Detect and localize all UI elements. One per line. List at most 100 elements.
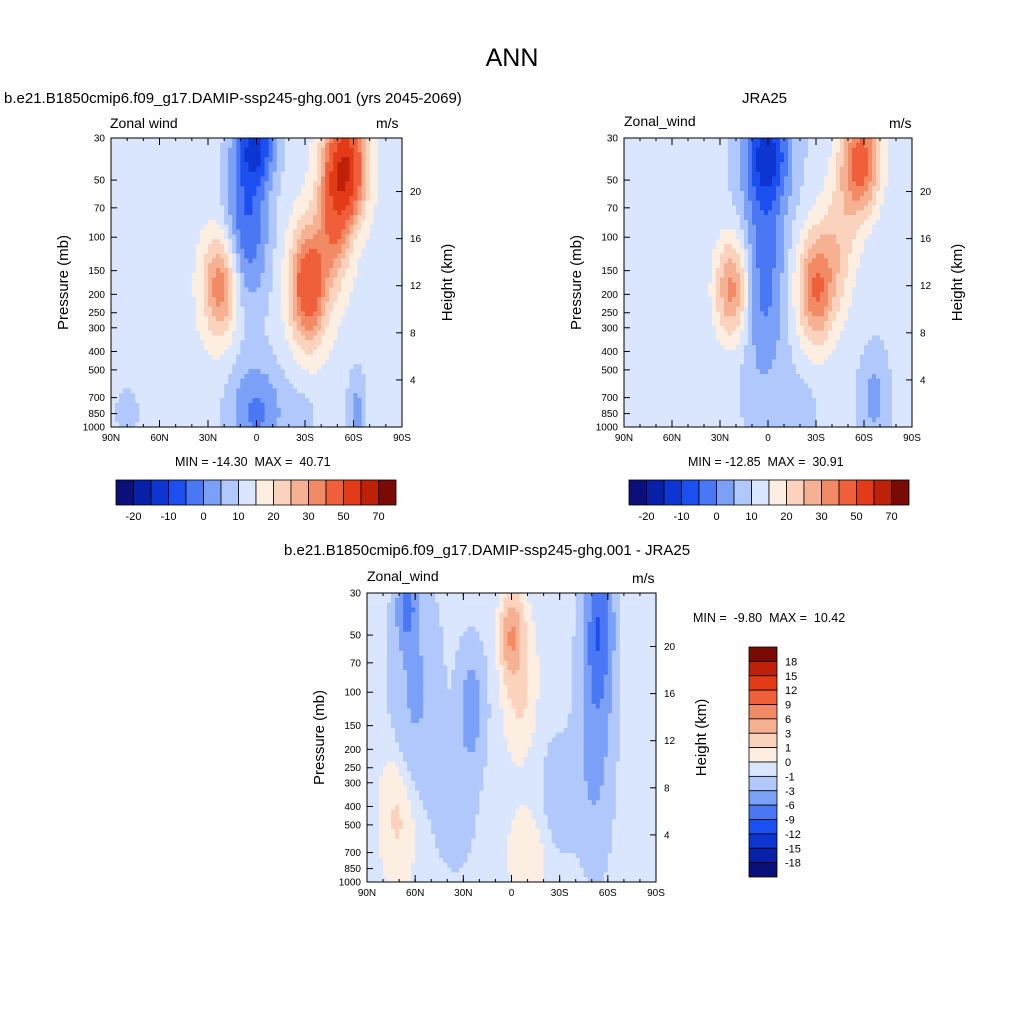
panel1-cell — [305, 369, 310, 375]
panel1-cell — [119, 345, 124, 351]
panel1-cell — [127, 195, 132, 202]
panel1-cell — [309, 277, 314, 284]
panel1-cell — [317, 330, 322, 337]
panel1-cell — [381, 258, 387, 264]
panel1-cell — [373, 354, 379, 361]
panel1-cell — [139, 383, 144, 390]
panel1-cell — [179, 383, 185, 390]
panel1-cell — [119, 398, 124, 404]
panel1-cell — [321, 219, 326, 226]
panel1-cell — [288, 181, 294, 187]
panel1-cell — [260, 142, 266, 149]
panel1-cell — [228, 190, 233, 197]
panel1-cell — [373, 330, 379, 337]
panel1-cell — [212, 359, 217, 365]
panel1-cell — [393, 369, 399, 375]
panel1-cell — [345, 282, 351, 288]
panel1-cell — [123, 224, 128, 231]
panel1-cell — [377, 171, 383, 178]
panel1-cell — [256, 364, 262, 370]
panel2-cell — [648, 292, 653, 298]
panel1-cell — [111, 138, 116, 144]
panel1-cell — [179, 316, 185, 322]
panel1-cell — [135, 364, 140, 370]
panel1-cell — [292, 243, 298, 250]
panel2-cell — [652, 383, 657, 390]
panel1-cell — [365, 219, 371, 226]
panel1-cell — [369, 383, 375, 390]
panel1-cell — [119, 296, 124, 303]
panel1-cell — [317, 374, 322, 380]
panel2-cell — [640, 272, 645, 279]
panel1-cell — [389, 311, 395, 317]
panel2-cell — [628, 152, 633, 158]
panel2-cell — [660, 190, 665, 197]
panel1-cell — [155, 176, 161, 182]
panel1-cell — [373, 200, 379, 207]
panel1-cell — [264, 181, 270, 187]
panel1-cell — [252, 402, 258, 409]
panel1-cell — [264, 243, 270, 250]
panel1-cell — [147, 422, 153, 428]
panel1-cell — [179, 407, 185, 414]
panel2-cell — [624, 393, 629, 399]
panel1-cell — [228, 224, 233, 231]
panel1-cell — [333, 171, 338, 178]
panel1-cell — [385, 378, 391, 385]
panel1-cell — [268, 345, 274, 351]
panel1-cell — [337, 147, 342, 154]
panel1-cell — [329, 393, 334, 399]
panel1-cell — [143, 369, 148, 375]
panel1-lat-tick-label: 0 — [254, 433, 260, 444]
panel1-cell — [159, 248, 165, 255]
panel1-cell — [397, 369, 403, 375]
panel1-cell — [397, 388, 403, 394]
panel1-cell — [381, 330, 387, 337]
panel1-cell — [159, 239, 165, 245]
panel1-cell — [236, 388, 241, 394]
panel1-cell — [292, 311, 298, 317]
panel1-cell — [329, 200, 334, 207]
panel1-cell — [155, 398, 161, 404]
panel1-cell — [228, 359, 233, 365]
panel1-cell — [260, 364, 266, 370]
panel1-cell — [341, 402, 347, 409]
panel1-cell — [147, 407, 153, 414]
panel1-cell — [325, 330, 330, 337]
panel1-cell — [252, 369, 258, 375]
panel1-cell — [143, 263, 148, 269]
panel1-cell — [385, 263, 391, 269]
panel1-cell — [123, 277, 128, 284]
panel1-cell — [199, 248, 205, 255]
panel1-cell — [288, 412, 294, 418]
panel1-cell — [377, 224, 383, 231]
panel1-cell — [300, 215, 306, 221]
panel1-cell — [369, 263, 375, 269]
panel1-cell — [309, 402, 314, 409]
panel1-cell — [224, 147, 229, 154]
panel1-cell — [187, 316, 193, 322]
panel1-cell — [175, 186, 181, 192]
panel1-cell — [296, 258, 302, 264]
panel1-cell — [353, 345, 359, 351]
panel1-cell — [236, 248, 241, 255]
panel1-cell — [244, 383, 250, 390]
panel1-cell — [216, 224, 221, 231]
panel1-cell — [183, 147, 189, 154]
panel1-cell — [268, 239, 274, 245]
panel1-cell — [248, 311, 254, 317]
panel1-cell — [203, 210, 209, 216]
panel1-cell — [264, 205, 270, 211]
panel1-cell — [183, 195, 189, 202]
panel1-cell — [397, 398, 403, 404]
panel2-cell — [640, 243, 645, 250]
panel1-cell — [175, 335, 181, 341]
panel1-cell — [127, 205, 132, 211]
panel1-cell — [353, 335, 359, 341]
panel1-cell — [175, 301, 181, 308]
panel1-cell — [220, 335, 225, 341]
panel1-cell — [147, 186, 153, 192]
panel1-cell — [317, 229, 322, 235]
panel1-cell — [208, 402, 213, 409]
panel2-cell — [652, 374, 657, 380]
